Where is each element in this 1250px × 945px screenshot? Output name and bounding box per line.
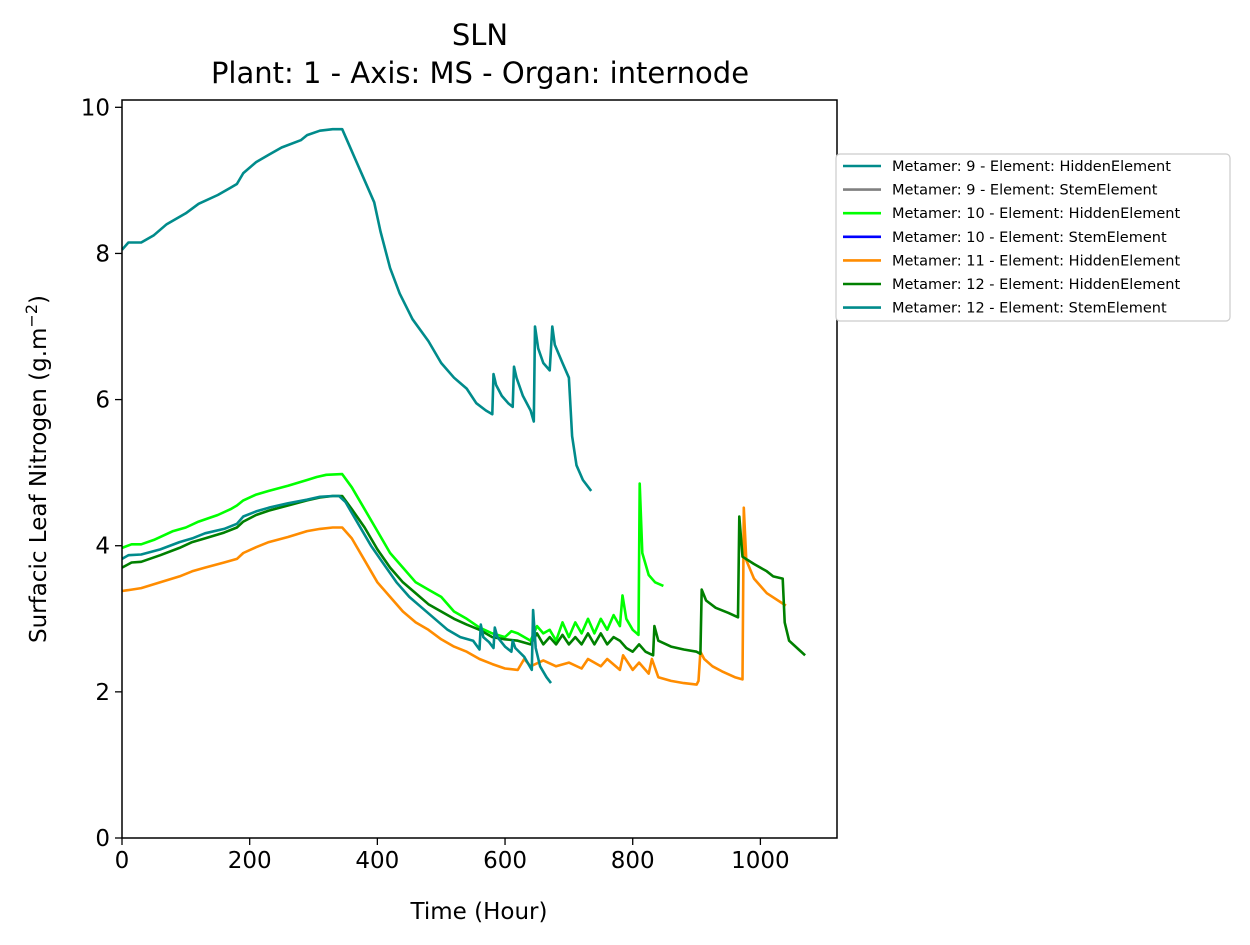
y-axis-label-main: Surfacic Leaf Nitrogen (g.m <box>26 328 52 643</box>
legend-label-0: Metamer: 9 - Element: HiddenElement <box>892 159 1171 175</box>
series-line-4 <box>121 506 787 686</box>
y-axis: 0 2 4 6 8 10 <box>81 95 122 852</box>
legend-label-5: Metamer: 12 - Element: HiddenElement <box>892 277 1180 293</box>
y-axis-label: Surfacic Leaf Nitrogen (g.m−2) <box>22 295 52 643</box>
legend-label-3: Metamer: 10 - Element: StemElement <box>892 230 1167 246</box>
plot-frame <box>121 99 838 839</box>
series-line-5 <box>121 494 806 657</box>
y-axis-label-superscript: −2 <box>22 304 41 328</box>
legend-frame <box>835 153 1231 322</box>
legend: Metamer: 9 - Element: HiddenElement Metam… <box>835 153 1231 322</box>
chart-subtitle: Plant: 1 - Axis: MS - Organ: internode <box>211 56 749 90</box>
x-tick-label-0: 0 <box>115 848 130 874</box>
x-tick-label-1: 200 <box>228 848 272 874</box>
y-tick-label-4: 8 <box>95 241 110 267</box>
y-tick-label-3: 6 <box>95 388 110 414</box>
y-tick-label-0: 0 <box>95 826 110 852</box>
series-line-6 <box>121 494 553 684</box>
plot-lines <box>121 127 806 686</box>
series-line-2 <box>121 472 664 642</box>
chart-title: SLN <box>452 18 508 52</box>
x-tick-label-5: 1000 <box>731 848 790 874</box>
y-tick-label-2: 4 <box>95 534 110 560</box>
legend-label-2: Metamer: 10 - Element: HiddenElement <box>892 206 1180 222</box>
x-axis: 0 200 400 600 800 1000 <box>115 838 790 874</box>
legend-label-6: Metamer: 12 - Element: StemElement <box>892 301 1167 317</box>
x-tick-label-3: 600 <box>483 848 527 874</box>
y-tick-label-1: 2 <box>95 680 110 706</box>
x-axis-label: Time (Hour) <box>410 899 548 925</box>
x-tick-label-2: 400 <box>355 848 399 874</box>
series-line-0 <box>121 127 593 492</box>
x-tick-label-4: 800 <box>611 848 655 874</box>
legend-items: Metamer: 9 - Element: HiddenElement Metam… <box>843 159 1180 317</box>
y-axis-label-suffix: ) <box>26 295 52 304</box>
legend-label-1: Metamer: 9 - Element: StemElement <box>892 183 1158 199</box>
legend-label-4: Metamer: 11 - Element: HiddenElement <box>892 253 1180 269</box>
y-tick-label-5: 10 <box>81 95 110 121</box>
